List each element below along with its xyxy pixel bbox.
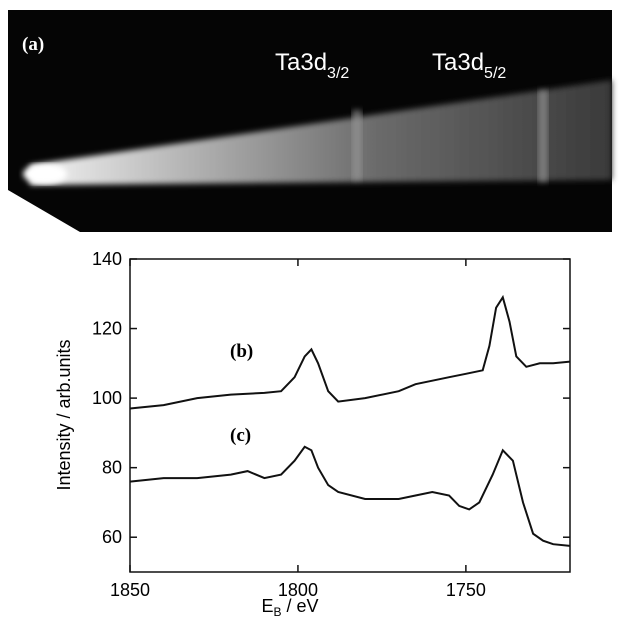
plot-frame (129, 258, 571, 573)
series-line (129, 294, 571, 410)
y-tick-label: 60 (102, 527, 122, 547)
peak-label-sub: 5/2 (484, 65, 506, 82)
series-label: (b) (230, 341, 253, 362)
y-axis-label: Intensity / arb.units (54, 339, 74, 490)
series-line (129, 445, 571, 547)
x-label-main: E (261, 596, 273, 616)
y-tick-label: 140 (92, 249, 122, 269)
x-tick-label: 1800 (278, 580, 318, 600)
panel-label: (a) (22, 34, 44, 55)
peak-label-sub: 3/2 (327, 65, 349, 82)
y-tick-label: 100 (92, 388, 122, 408)
x-label-rest: / eV (282, 596, 319, 616)
detector-image: (a) Ta3d3/2 Ta3d5/2 (8, 10, 612, 232)
y-tick-label: 80 (102, 458, 122, 478)
x-label-sub: B (273, 605, 281, 619)
peak-label-main: Ta3d (432, 49, 484, 76)
x-tick-label: 1850 (110, 580, 150, 600)
peak-label: Ta3d3/2 (275, 49, 349, 82)
x-tick-label: 1750 (446, 580, 486, 600)
x-axis-label: EB / eV (261, 596, 318, 619)
y-tick-label: 120 (92, 319, 122, 339)
series-label: (c) (230, 425, 251, 446)
peak-label: Ta3d5/2 (432, 49, 506, 82)
peak-label-main: Ta3d (275, 49, 327, 76)
